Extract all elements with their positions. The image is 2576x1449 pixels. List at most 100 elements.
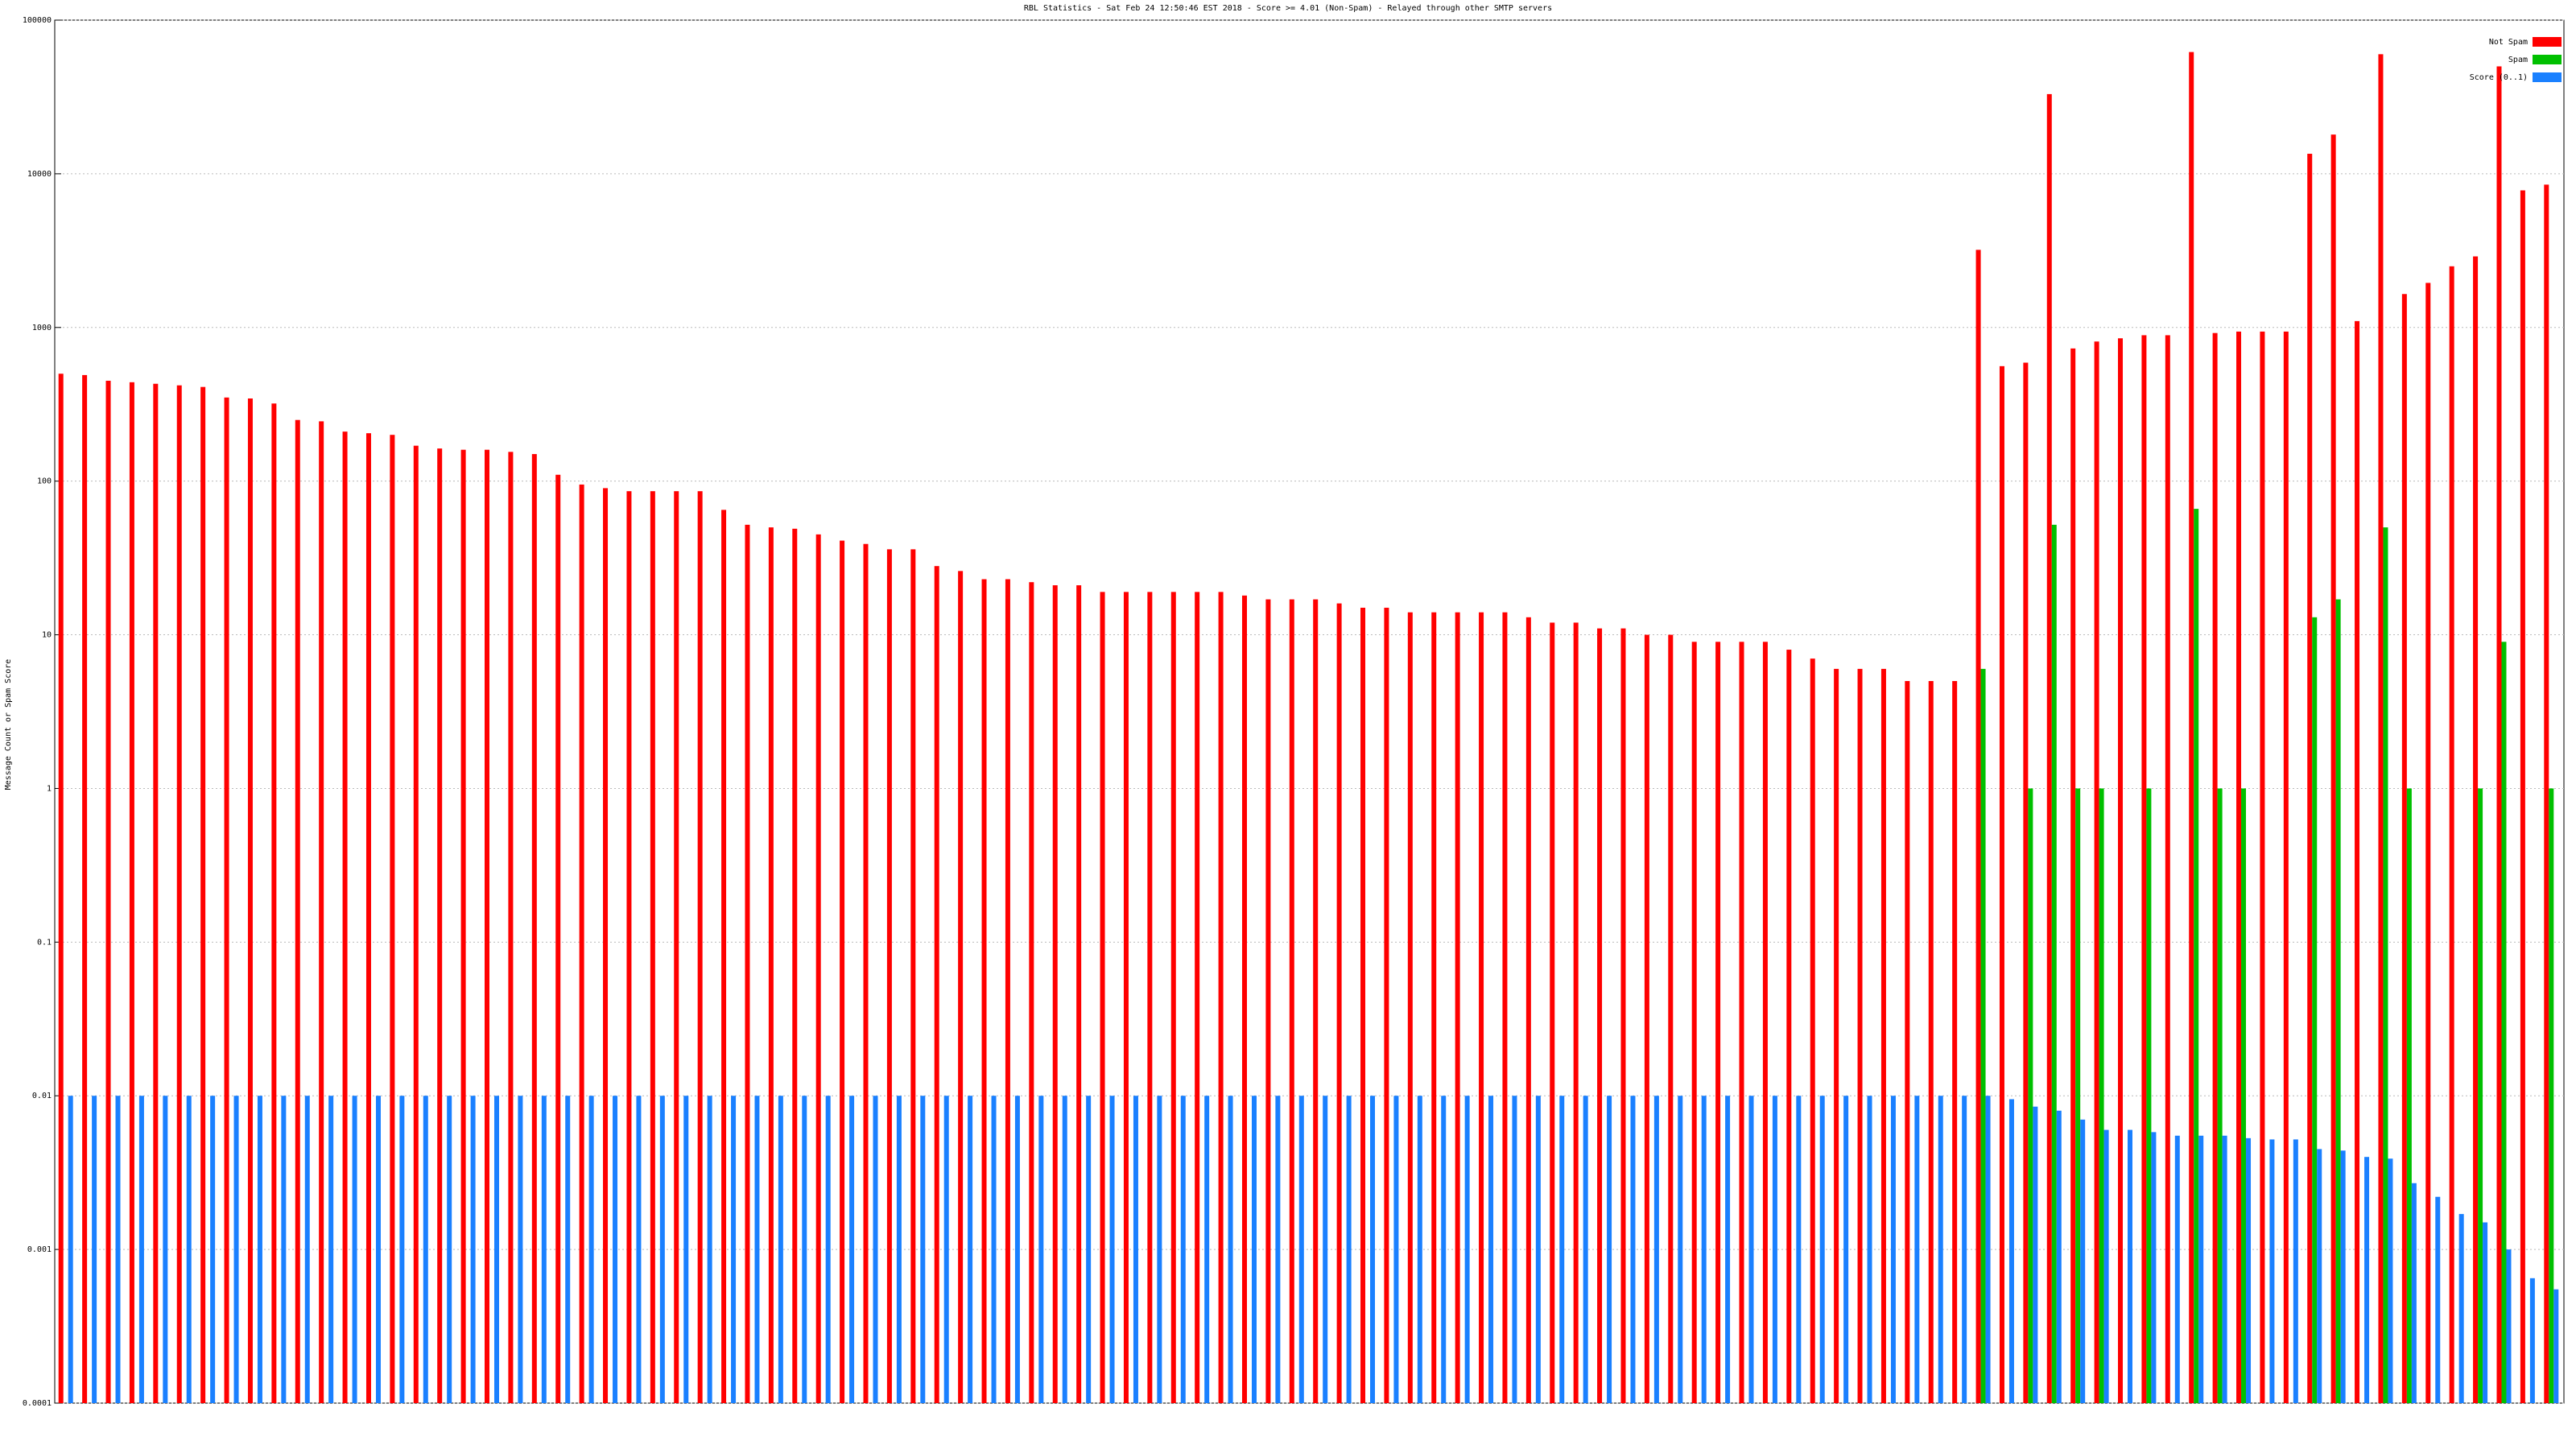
bar [968, 1096, 973, 1403]
bar [981, 579, 987, 1403]
bar [92, 1096, 97, 1403]
bar [991, 1096, 997, 1403]
bar [1323, 1096, 1328, 1403]
bar [247, 398, 253, 1404]
bar [896, 1096, 902, 1403]
bar [210, 1096, 216, 1403]
plot-frame [54, 19, 2565, 1404]
bar [802, 1096, 807, 1403]
bar [2529, 1278, 2535, 1403]
bar [745, 524, 750, 1404]
bar [2046, 93, 2052, 1403]
bar [200, 386, 206, 1404]
bar [1980, 668, 1986, 1403]
bar [2099, 788, 2104, 1403]
bar [2236, 331, 2242, 1404]
bar [1393, 1096, 1399, 1403]
bar [910, 549, 916, 1404]
bar [1384, 607, 1389, 1403]
bar [731, 1096, 737, 1403]
bar [1241, 595, 1247, 1403]
bar [257, 1096, 262, 1403]
bar [1502, 612, 1508, 1403]
bar [603, 488, 609, 1403]
bar [849, 1096, 855, 1403]
bar [2364, 1157, 2370, 1403]
bar [2008, 1099, 2014, 1403]
bar [863, 543, 869, 1403]
y-tick-label: 10000 [27, 170, 52, 179]
bar [2151, 1132, 2157, 1403]
bar [754, 1096, 760, 1403]
bar [390, 435, 395, 1403]
bar [1607, 1096, 1612, 1403]
bar [768, 527, 774, 1404]
bar [423, 1096, 428, 1403]
bar [1133, 1096, 1138, 1403]
bar [1739, 642, 1744, 1403]
bar [1289, 599, 1294, 1403]
bar [2094, 341, 2099, 1404]
bar [1905, 681, 1910, 1403]
bar [674, 491, 679, 1403]
bar [2141, 335, 2147, 1403]
bar [2449, 266, 2454, 1404]
bar [1525, 617, 1531, 1403]
bar [934, 566, 939, 1404]
bar [1691, 642, 1697, 1403]
bar [1170, 592, 1176, 1403]
bar [68, 1096, 73, 1403]
bar [792, 528, 798, 1403]
bar [1218, 592, 1224, 1403]
bar [541, 1096, 547, 1403]
bar [1772, 1096, 1777, 1403]
bar [1857, 668, 1863, 1403]
bar [2458, 1214, 2464, 1403]
bar [2478, 788, 2483, 1403]
bar [1052, 585, 1058, 1403]
legend-swatch [2533, 72, 2562, 82]
bar [1786, 650, 1792, 1403]
bar [1014, 1096, 1020, 1403]
y-tick-label: 0.001 [27, 1245, 52, 1254]
bar [176, 385, 182, 1403]
bar [115, 1096, 121, 1403]
bar [1062, 1096, 1067, 1403]
bar [683, 1096, 689, 1403]
bar [1336, 603, 1342, 1403]
bar [224, 397, 229, 1404]
bar [1644, 634, 1649, 1403]
bar [2496, 66, 2502, 1404]
bar [1228, 1096, 1233, 1403]
bar [1479, 612, 1484, 1403]
bar [825, 1096, 831, 1403]
chart-title: RBL Statistics - Sat Feb 24 12:50:46 EST… [1024, 4, 1552, 13]
bar [1100, 592, 1105, 1403]
bar [531, 454, 537, 1404]
bar [886, 549, 892, 1404]
bar [1867, 1096, 1872, 1403]
bar [447, 1096, 452, 1403]
bar [2146, 788, 2152, 1403]
bar [1914, 1096, 1920, 1403]
bar [1653, 1096, 1659, 1403]
bar [2473, 256, 2479, 1404]
bar [1512, 1096, 1517, 1403]
bar [1455, 612, 1460, 1403]
bar [1005, 579, 1010, 1403]
bar [1880, 668, 1886, 1403]
bar [2241, 788, 2247, 1403]
bar [958, 571, 964, 1403]
y-tick-label: 0.1 [37, 938, 52, 947]
legend-label: Spam [2508, 56, 2528, 64]
bar [1431, 612, 1437, 1403]
bar [697, 491, 703, 1403]
bar [815, 534, 821, 1404]
bar [2028, 788, 2033, 1403]
bar [626, 491, 632, 1403]
bar [1559, 1096, 1565, 1403]
bar [1819, 1096, 1825, 1403]
bar [1834, 668, 1839, 1403]
bar [2520, 190, 2525, 1404]
bar [2317, 1149, 2322, 1403]
